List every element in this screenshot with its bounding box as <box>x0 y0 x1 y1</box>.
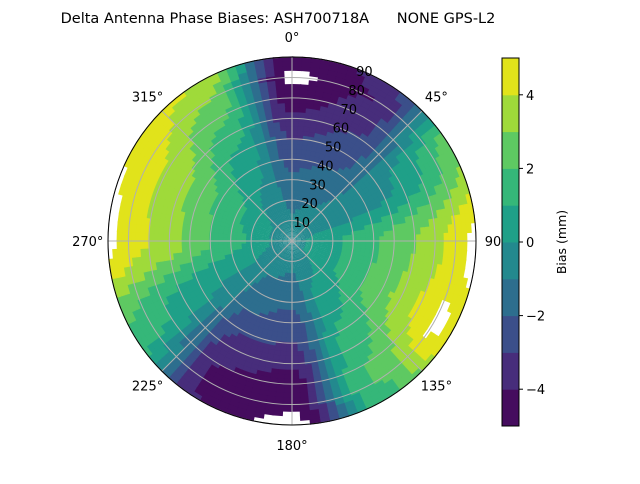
r-tick-label: 50 <box>325 141 342 156</box>
r-tick-label: 90 <box>356 65 373 80</box>
colorbar-segment <box>502 389 519 426</box>
colorbar-label: Bias (mm) <box>554 210 569 274</box>
colorbar-tick-label: 0 <box>526 236 534 251</box>
colorbar: 4 2 0 −2 −4 <box>502 58 545 427</box>
colorbar-segment <box>502 279 519 316</box>
contour-cell <box>292 112 300 117</box>
contour-cell <box>292 84 301 89</box>
colorbar-segment <box>502 205 519 242</box>
contour-cell <box>300 415 311 421</box>
contour-cell <box>112 249 118 260</box>
contour-cell <box>284 365 292 370</box>
contour-cell <box>158 233 163 241</box>
r-tick-label: 30 <box>309 178 326 193</box>
colorbar-tick-label: 2 <box>526 162 534 177</box>
theta-tick-label: 0° <box>285 31 300 46</box>
contour-cell <box>462 241 468 251</box>
r-tick-label: 10 <box>294 216 311 231</box>
r-tick-label: 40 <box>317 159 334 174</box>
theta-tick-label: 270° <box>72 235 103 250</box>
colorbar-segment <box>502 352 519 389</box>
contour-cell <box>416 241 421 249</box>
colorbar-segment <box>502 316 519 353</box>
contour-cell <box>163 233 168 241</box>
theta-tick-label: 315° <box>132 91 163 106</box>
colorbar-tick-label: −4 <box>526 383 545 398</box>
theta-tick-label: 45° <box>425 91 448 106</box>
theta-tick-label: 180° <box>276 439 307 454</box>
theta-tick-label: 135° <box>421 379 452 394</box>
colorbar-segment <box>502 168 519 205</box>
contour-cell <box>466 222 472 233</box>
r-tick-label: 70 <box>340 103 357 118</box>
r-tick-label: 20 <box>301 197 318 212</box>
contour-cell <box>292 107 300 112</box>
colorbar-segment <box>502 132 519 169</box>
polar-grid <box>108 57 476 425</box>
colorbar-segment <box>502 95 519 132</box>
chart-title: Delta Antenna Phase Biases: ASH700718A N… <box>61 11 496 27</box>
colorbar-segment <box>502 58 519 95</box>
contour-cell <box>421 241 426 249</box>
colorbar-tick-label: −2 <box>526 310 545 325</box>
contour-cell <box>282 406 292 412</box>
contour-cell <box>284 370 292 375</box>
contour-cell <box>117 231 123 241</box>
colorbar-tick-label: 4 <box>526 89 534 104</box>
r-tick-label: 80 <box>348 84 365 99</box>
r-tick-label: 60 <box>333 122 350 137</box>
theta-tick-label: 225° <box>132 379 163 394</box>
colorbar-segment <box>502 242 519 279</box>
